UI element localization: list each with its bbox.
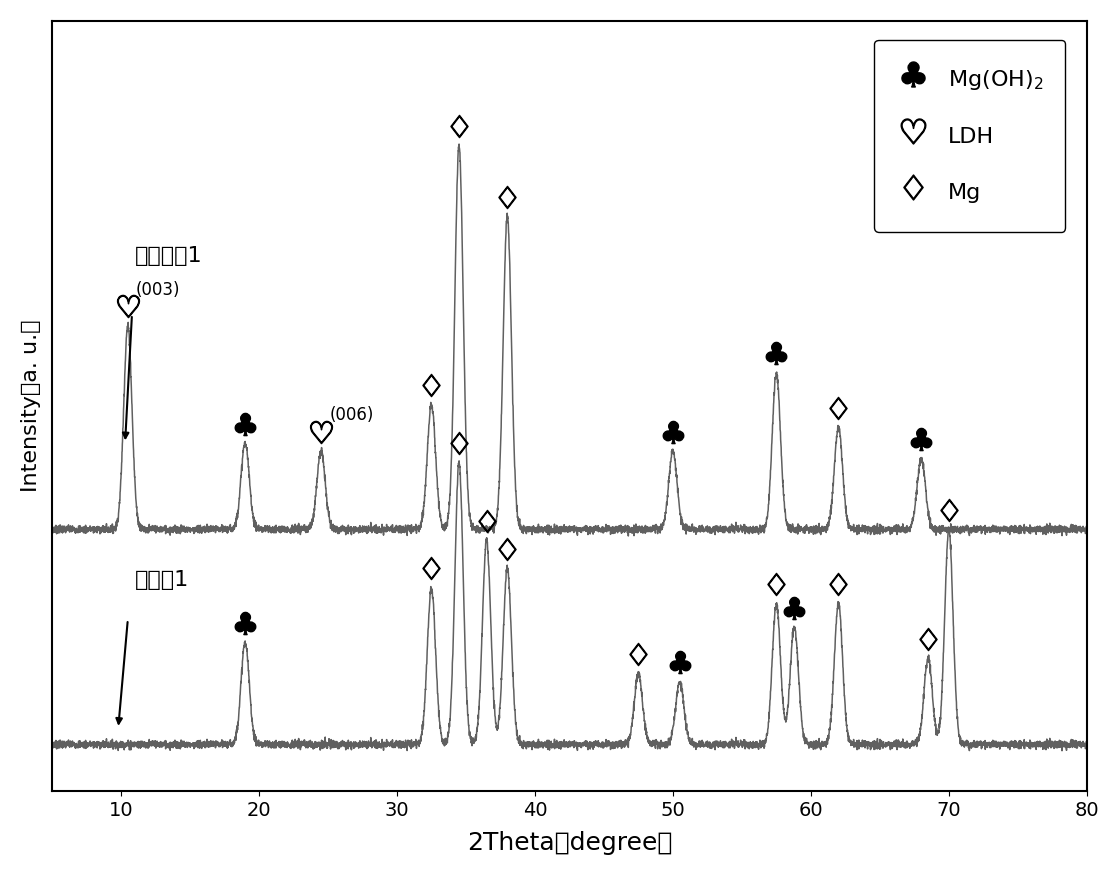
Legend: Mg(OH)$_2$, LDH, Mg: Mg(OH)$_2$, LDH, Mg <box>875 39 1065 231</box>
Text: (006): (006) <box>329 406 374 424</box>
Y-axis label: Intensity（a. u.）: Intensity（a. u.） <box>21 320 40 492</box>
X-axis label: 2Theta（degree）: 2Theta（degree） <box>467 831 672 855</box>
Text: 复合材料1: 复合材料1 <box>134 245 203 265</box>
Text: 镁合金1: 镁合金1 <box>134 570 189 590</box>
Text: (003): (003) <box>137 280 180 299</box>
